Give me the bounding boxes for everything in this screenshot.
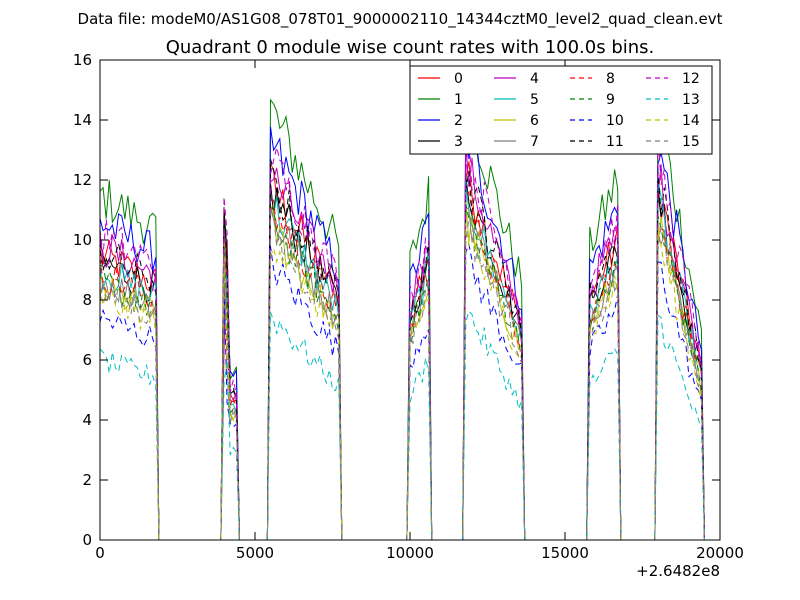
legend-label-9: 9 [606,92,615,108]
y-tick-label: 8 [82,291,92,309]
series-line-8 [100,191,705,540]
legend-label-1: 1 [454,92,463,108]
legend-label-6: 6 [530,113,539,129]
series-line-0 [100,161,705,540]
legend-label-13: 13 [682,92,700,108]
y-tick-label: 2 [82,471,92,489]
data-file-title: Data file: modeM0/AS1G08_078T01_90000021… [77,10,723,28]
legend-label-8: 8 [606,71,615,87]
legend-label-3: 3 [454,134,463,150]
legend-label-4: 4 [530,71,539,87]
y-tick-label: 10 [73,231,92,249]
x-offset-label: +2.6482e8 [636,562,720,580]
y-tick-label: 14 [73,111,92,129]
x-tick-label: 15000 [541,544,589,562]
y-tick-label: 6 [82,351,92,369]
y-tick-label: 16 [73,51,92,69]
series-line-7 [100,206,705,540]
y-tick-label: 4 [82,411,92,429]
series-line-11 [100,159,705,540]
legend-label-2: 2 [454,113,463,129]
series-layer [100,98,705,540]
legend-label-14: 14 [682,113,700,129]
series-line-15 [100,207,705,540]
series-line-2 [100,121,705,540]
series-line-1 [100,98,705,540]
legend-label-11: 11 [606,134,624,150]
x-tick-label: 5000 [236,544,274,562]
legend-label-7: 7 [530,134,539,150]
x-tick-label: 20000 [696,544,744,562]
x-tick-label: 10000 [386,544,434,562]
legend-label-15: 15 [682,134,700,150]
legend-box [409,65,713,155]
y-tick-label: 12 [73,171,92,189]
legend-label-12: 12 [682,71,700,87]
chart-title: Quadrant 0 module wise count rates with … [165,37,655,58]
series-line-13 [100,310,705,540]
series-line-12 [100,131,705,540]
series-line-10 [100,242,705,540]
legend-label-5: 5 [530,92,539,108]
legend-label-10: 10 [606,113,624,129]
y-tick-label: 0 [82,531,92,549]
x-tick-label: 0 [95,544,105,562]
legend-label-0: 0 [454,71,463,87]
series-line-4 [100,142,705,540]
